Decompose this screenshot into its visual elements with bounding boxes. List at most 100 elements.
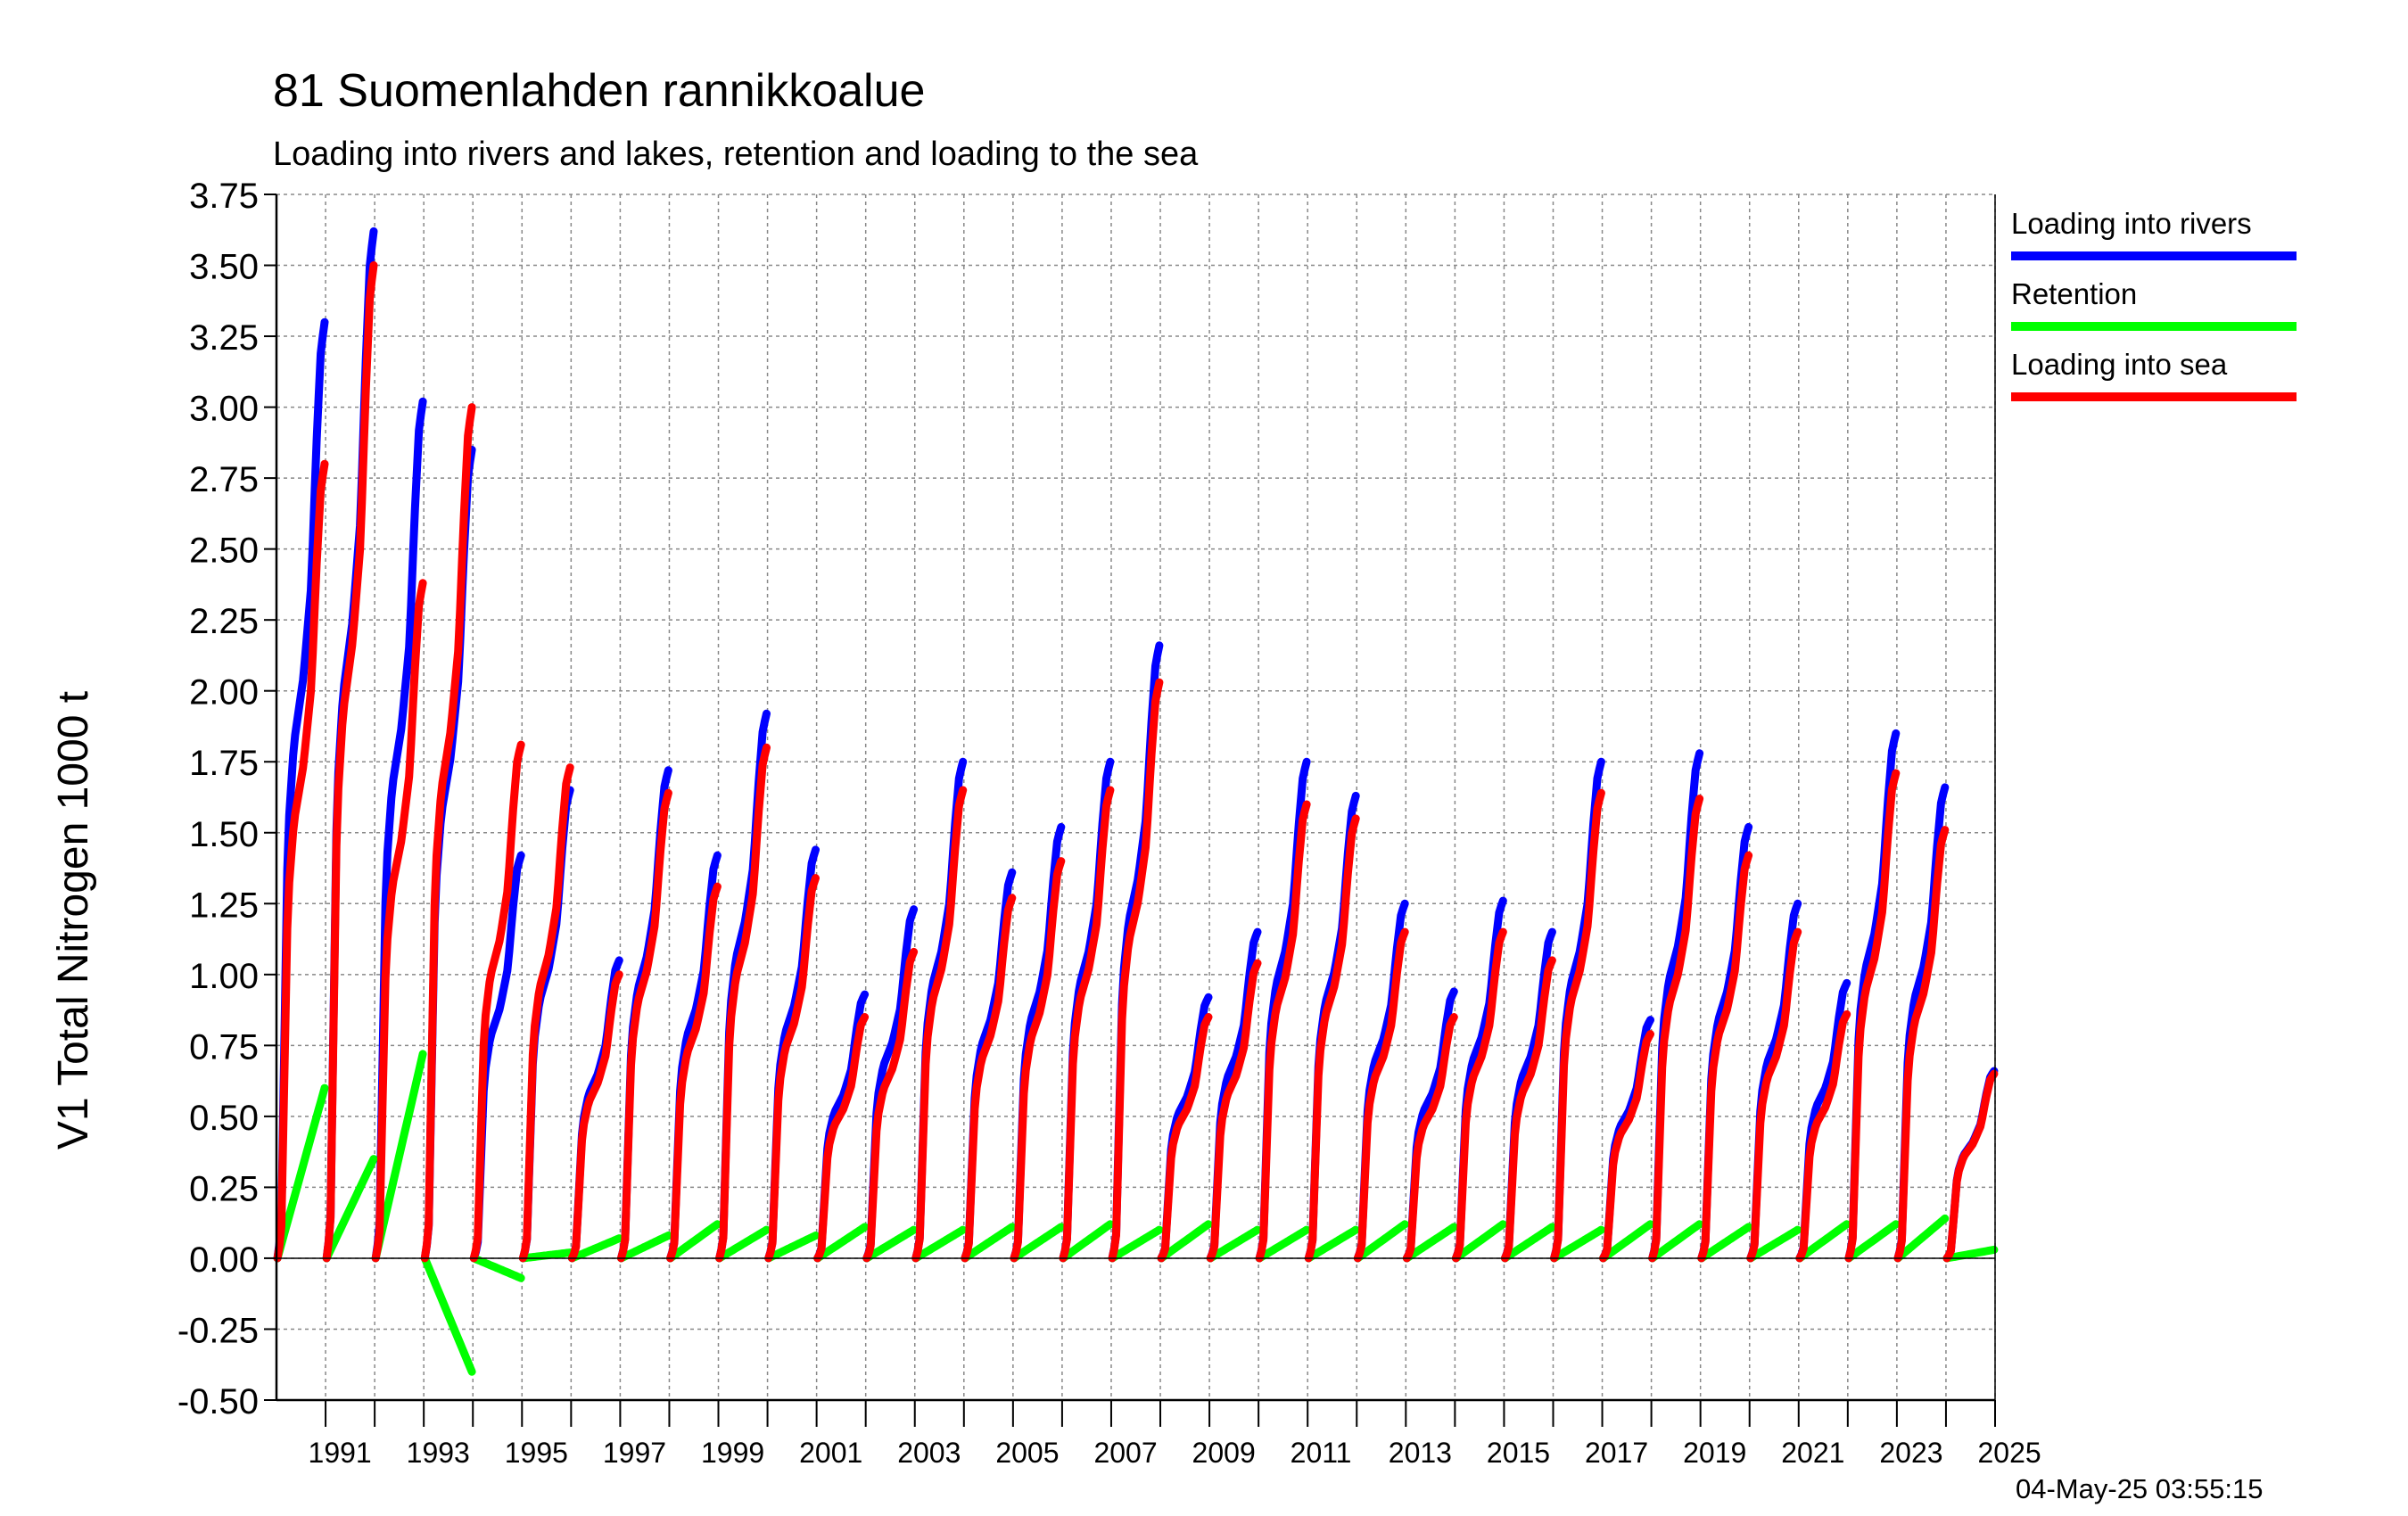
series-line-segment	[1402, 1223, 1458, 1263]
series-line-segment	[1206, 1225, 1262, 1263]
series-line-segment	[617, 1232, 672, 1263]
series-line-segment	[862, 1225, 919, 1263]
legend: Loading into rivers Retention Loading into…	[2011, 207, 2297, 401]
series-line-segment	[1893, 826, 1950, 1263]
series-loading-into-sea	[273, 261, 1999, 1263]
series-line-segment	[420, 1254, 476, 1376]
series-line-segment	[1010, 1223, 1066, 1263]
series-line-segment	[1501, 956, 1556, 1263]
y-tick-label: 1.50	[189, 815, 259, 854]
x-tick-label: 2021	[1781, 1437, 1844, 1469]
ticks: 3.75 3.50 3.25 3.00 2.75 2.50 2.25 2.00 1.75 1.50…	[177, 177, 2041, 1469]
x-tick-label: 2019	[1683, 1437, 1746, 1469]
series-layer	[273, 227, 1999, 1376]
series-line-segment	[1255, 1225, 1311, 1263]
series-line-segment	[813, 1013, 870, 1263]
series-line-segment	[273, 459, 329, 1263]
x-tick-label: 2009	[1192, 1437, 1256, 1469]
axes	[275, 194, 1996, 1402]
series-line-segment	[715, 1225, 771, 1263]
series-line-segment	[1599, 1220, 1654, 1263]
grid	[276, 194, 1996, 1401]
series-line-segment	[666, 1220, 722, 1263]
series-line-segment	[1697, 1223, 1753, 1263]
series-line-segment	[1452, 1220, 1507, 1263]
series-line-segment	[1108, 1225, 1164, 1263]
series-line-segment	[273, 1083, 329, 1263]
series-line-segment	[518, 1248, 574, 1263]
y-tick-label: 0.25	[189, 1169, 259, 1208]
series-line-segment	[1452, 927, 1507, 1263]
timestamp: 04-May-25 03:55:15	[2016, 1473, 2264, 1504]
series-line-segment	[1157, 1220, 1213, 1263]
x-tick-label: 1997	[603, 1437, 666, 1469]
y-tick-label: 3.75	[189, 177, 259, 216]
y-tick-label: 2.75	[189, 460, 259, 499]
series-line-segment	[666, 882, 722, 1263]
series-line-segment	[1648, 1220, 1704, 1263]
series-line-segment	[567, 1234, 623, 1263]
series-line-segment	[322, 261, 378, 1263]
series-line-segment	[1648, 795, 1704, 1263]
x-tick-label: 2005	[995, 1437, 1059, 1469]
y-tick-label: 0.50	[189, 1099, 259, 1138]
legend-label: Loading into rivers	[2011, 207, 2252, 240]
series-line-segment	[1942, 1245, 1999, 1263]
series-line-segment	[1353, 1220, 1409, 1263]
series-line-segment	[1255, 800, 1311, 1263]
series-line-segment	[1059, 786, 1115, 1263]
x-tick-label: 1993	[407, 1437, 470, 1469]
legend-label: Retention	[2011, 277, 2137, 310]
series-line-segment	[911, 1225, 968, 1263]
series-line-segment	[567, 970, 623, 1263]
x-tick-label: 2003	[897, 1437, 961, 1469]
x-tick-label: 2007	[1093, 1437, 1157, 1469]
x-tick-label: 2013	[1389, 1437, 1452, 1469]
x-tick-label: 1999	[701, 1437, 764, 1469]
series-line-segment	[1942, 1069, 1999, 1263]
y-tick-label: 3.50	[189, 248, 259, 287]
series-line-segment	[1550, 1225, 1605, 1263]
series-line-segment	[1010, 857, 1066, 1263]
series-line-segment	[1844, 1220, 1901, 1263]
chart-title: 81 Suomenlahden rannikkoalue	[273, 65, 926, 117]
y-tick-label: -0.25	[177, 1311, 259, 1350]
series-line-segment	[1746, 1225, 1802, 1263]
series-line-segment	[1353, 927, 1409, 1263]
x-tick-label: 2023	[1879, 1437, 1942, 1469]
series-line-segment	[617, 788, 672, 1263]
series-line-segment	[1844, 769, 1901, 1263]
series-line-segment	[1795, 1220, 1851, 1263]
series-line-segment	[420, 403, 476, 1263]
y-tick-label: 2.00	[189, 673, 259, 713]
y-tick-label: 3.25	[189, 318, 259, 358]
x-tick-label: 2017	[1585, 1437, 1648, 1469]
series-line-segment	[371, 579, 427, 1263]
y-tick-label: 0.75	[189, 1027, 259, 1067]
chart-subtitle: Loading into rivers and lakes, retention…	[273, 136, 1199, 173]
x-tick-label: 1991	[309, 1437, 372, 1469]
x-tick-label: 2011	[1291, 1437, 1352, 1469]
x-tick-label: 2025	[1977, 1437, 2041, 1469]
x-tick-label: 1995	[505, 1437, 568, 1469]
series-line-segment	[764, 874, 820, 1263]
y-tick-label: 2.25	[189, 602, 259, 641]
series-line-segment	[1795, 1009, 1851, 1263]
series-line-segment	[1550, 788, 1605, 1263]
series-line-segment	[1304, 814, 1360, 1263]
series-line-segment	[1501, 1223, 1556, 1263]
y-axis-label: V1 Total Nitrogen 1000 t	[50, 691, 97, 1149]
x-tick-label: 2001	[799, 1437, 862, 1469]
y-tick-label: 1.00	[189, 957, 259, 996]
series-line-segment	[813, 1223, 870, 1263]
series-line-segment	[469, 1254, 525, 1282]
series-line-segment	[1108, 678, 1164, 1263]
series-line-segment	[715, 743, 771, 1263]
series-line-segment	[1059, 1220, 1115, 1263]
series-retention	[273, 1050, 1999, 1376]
series-line-segment	[911, 786, 968, 1263]
y-tick-label: -0.50	[177, 1382, 259, 1421]
legend-label: Loading into sea	[2011, 348, 2228, 381]
x-tick-label: 2015	[1487, 1437, 1550, 1469]
